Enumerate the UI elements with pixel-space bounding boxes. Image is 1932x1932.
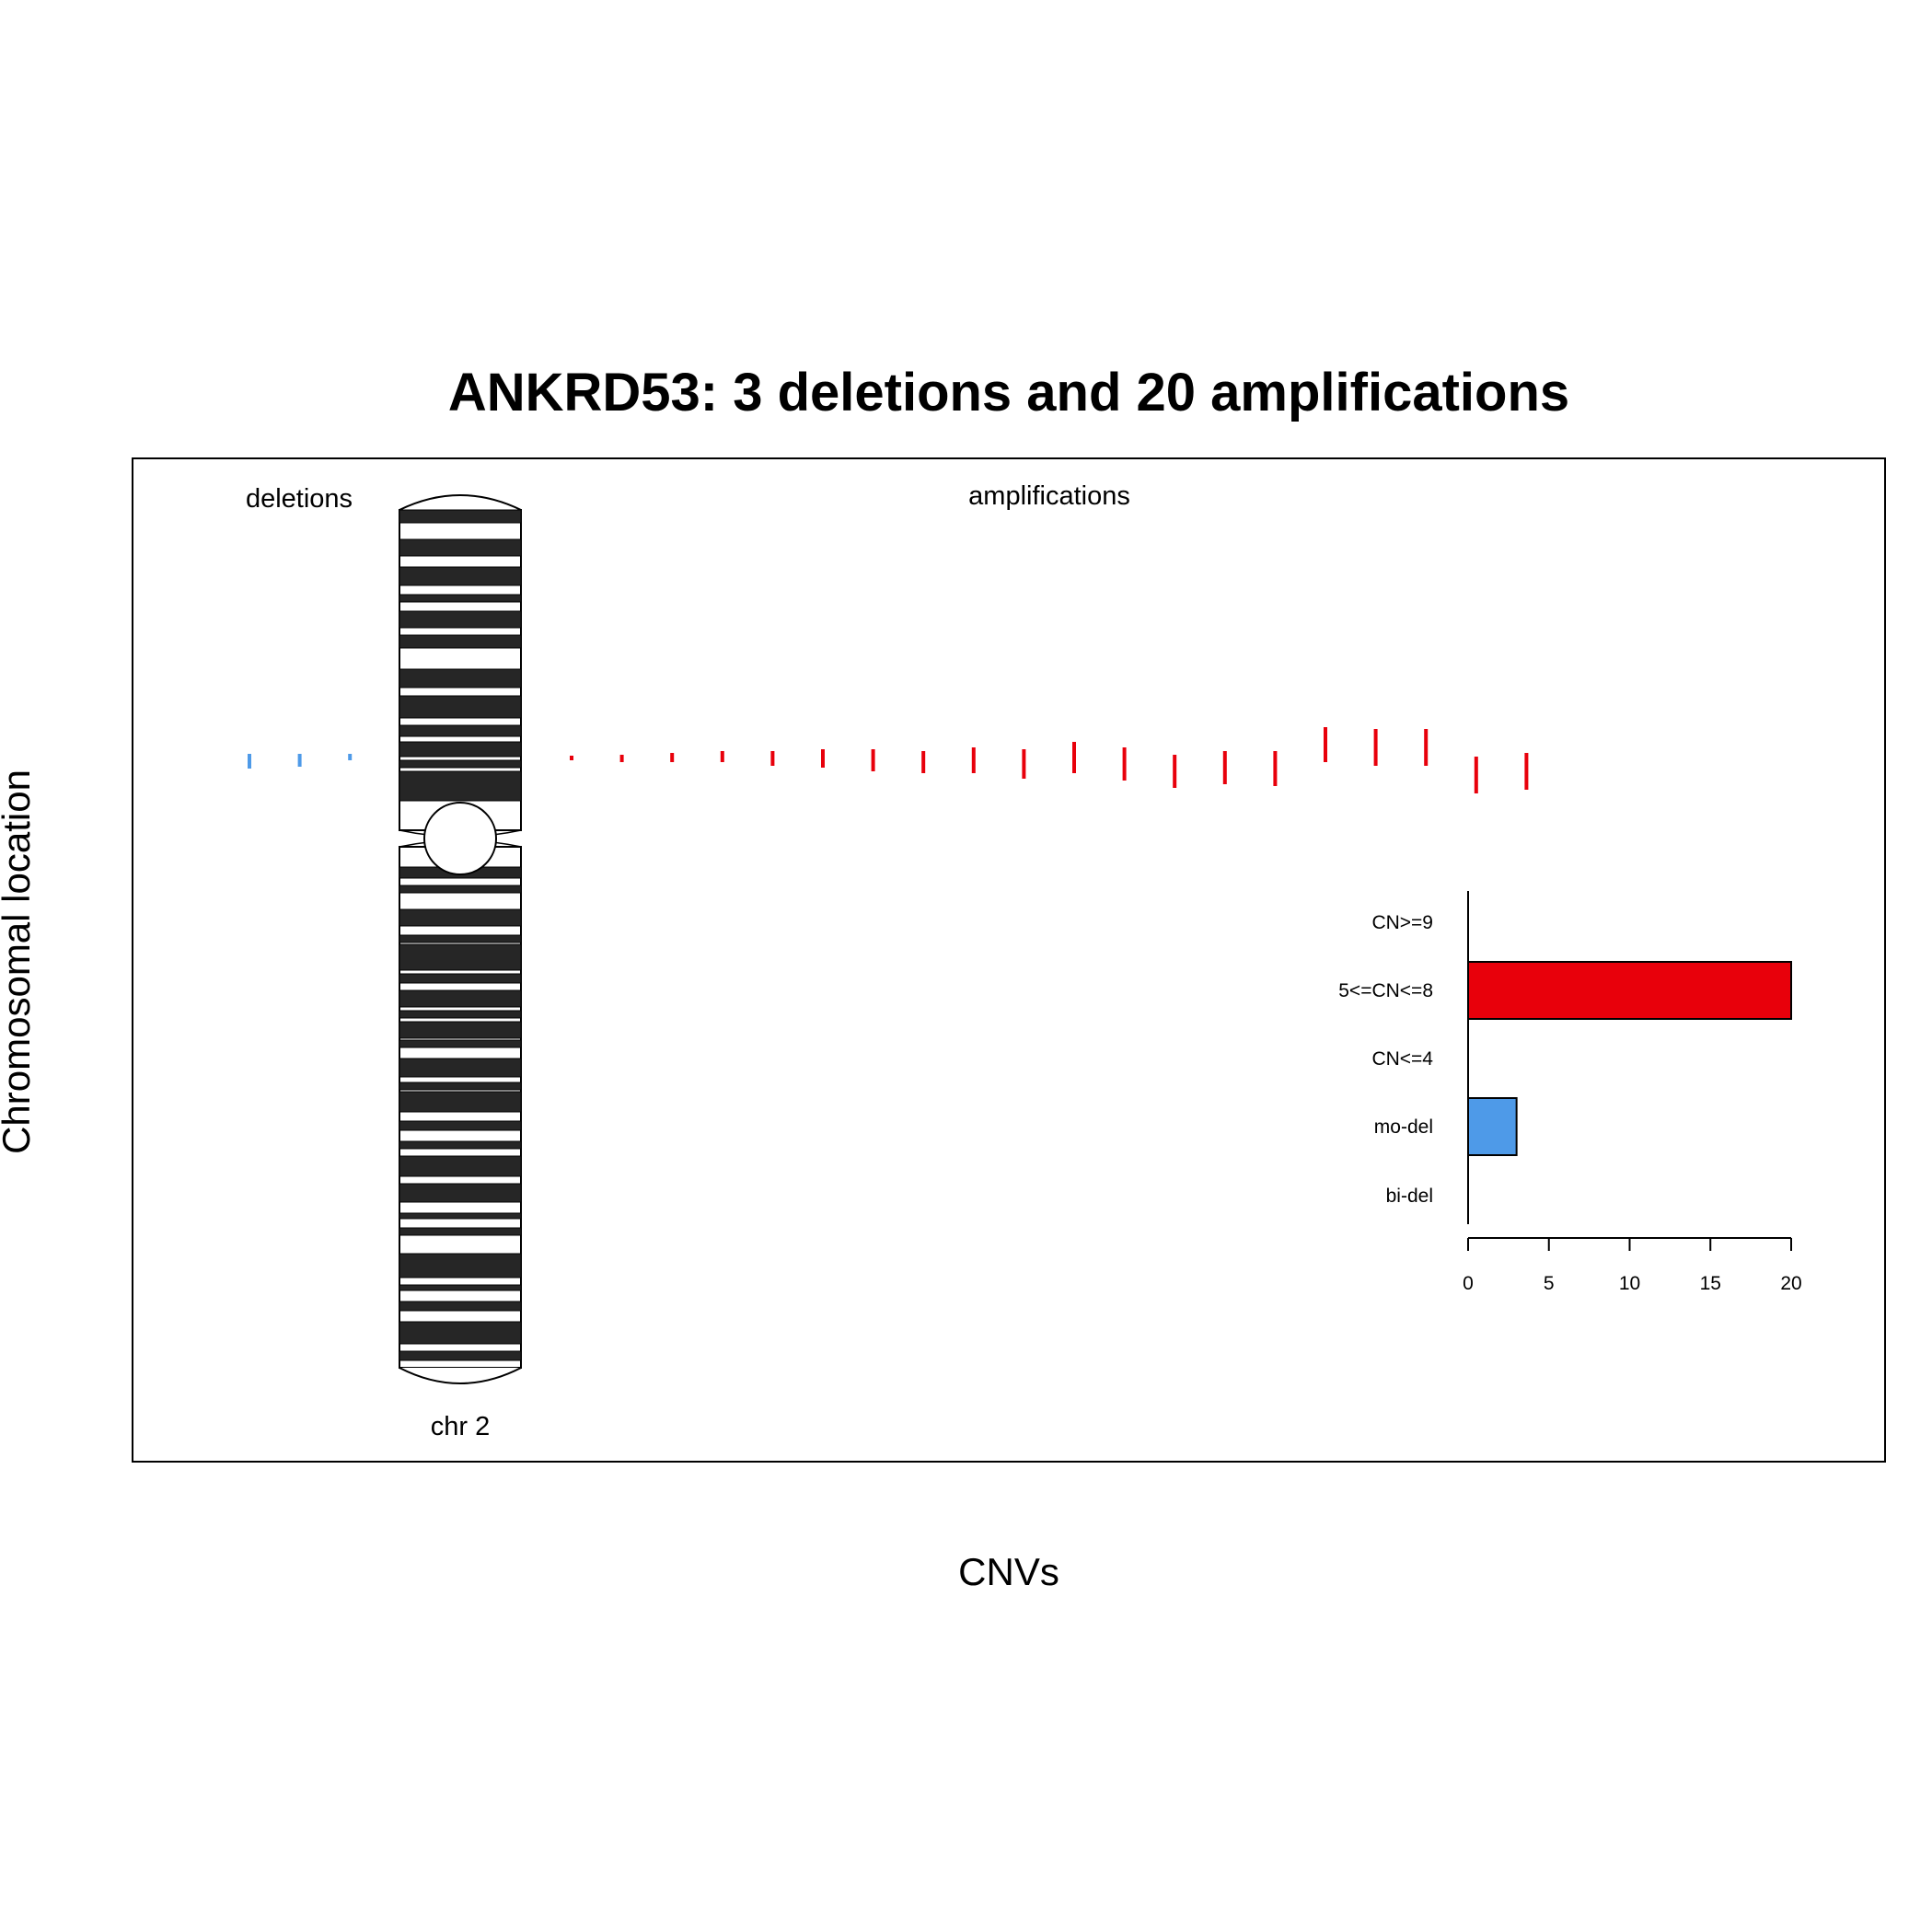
chromosome-band bbox=[399, 1227, 522, 1236]
chromosome-band bbox=[399, 1058, 522, 1078]
chromosome-band bbox=[399, 594, 522, 603]
chromosome-band bbox=[399, 1010, 522, 1019]
summary-category-label: CN>=9 bbox=[1371, 912, 1433, 933]
chromosome-band bbox=[399, 759, 522, 769]
chromosome-band bbox=[399, 1253, 522, 1278]
summary-category-label: bi-del bbox=[1386, 1186, 1433, 1207]
cnv-segments bbox=[248, 727, 1529, 793]
chromosome-band bbox=[399, 1155, 522, 1177]
chromosome-band bbox=[399, 943, 522, 971]
chromosome-bottom-cap bbox=[399, 1367, 522, 1384]
chromosome-band bbox=[399, 770, 522, 802]
chromosome-band bbox=[399, 1212, 522, 1220]
chromosome-band bbox=[399, 1039, 522, 1048]
y-axis-title: Chromosomal location bbox=[0, 769, 38, 1154]
chromosome-band bbox=[399, 1091, 522, 1113]
chromosome-band bbox=[399, 634, 522, 649]
chromosome-band bbox=[399, 509, 522, 524]
chromosome-band bbox=[399, 1284, 522, 1291]
chromosome-band bbox=[399, 989, 522, 1008]
chromosome-label: chr 2 bbox=[431, 1412, 490, 1441]
cnv-summary-barplot: CN>=9 5<=CN<=8 CN<=4 mo-del bi-del 0 5 10 15 20 bbox=[1338, 891, 1802, 1294]
chromosome-band bbox=[399, 566, 522, 586]
chromosome-band bbox=[399, 885, 522, 894]
chromosome-band bbox=[399, 908, 522, 927]
summary-category-label: 5<=CN<=8 bbox=[1338, 980, 1433, 1001]
chromosome-band bbox=[399, 1082, 522, 1091]
summary-category-label: mo-del bbox=[1374, 1116, 1433, 1138]
chromosome-band bbox=[399, 1021, 522, 1039]
chromosome-band bbox=[399, 695, 522, 719]
chromosome-band bbox=[399, 1183, 522, 1203]
chromosome-band bbox=[399, 1120, 522, 1131]
chart-title: ANKRD53: 3 deletions and 20 amplificatio… bbox=[448, 363, 1569, 422]
summary-x-tick-label: 15 bbox=[1700, 1273, 1721, 1294]
summary-bar bbox=[1467, 961, 1792, 1020]
plot-frame bbox=[132, 457, 1886, 1463]
summary-x-tick-label: 20 bbox=[1780, 1273, 1801, 1294]
chromosome-ideogram bbox=[399, 494, 522, 1384]
chromosome-band bbox=[399, 934, 522, 943]
x-axis-title: CNVs bbox=[958, 1550, 1059, 1593]
chromosome-band bbox=[399, 724, 522, 737]
chromosome-band bbox=[399, 1350, 522, 1361]
chromosome-band bbox=[399, 610, 522, 629]
chromosome-top-cap bbox=[399, 494, 522, 511]
chromosome-band bbox=[399, 741, 522, 758]
chromosome-band bbox=[399, 1301, 522, 1312]
summary-bar bbox=[1467, 1097, 1518, 1156]
summary-x-tick-label: 0 bbox=[1463, 1273, 1474, 1294]
chromosome-band bbox=[399, 1321, 522, 1345]
centromere bbox=[423, 802, 497, 875]
chromosome-band bbox=[399, 1140, 522, 1150]
summary-x-tick-label: 5 bbox=[1544, 1273, 1555, 1294]
summary-x-tick-label: 10 bbox=[1619, 1273, 1640, 1294]
amplifications-label: amplifications bbox=[968, 481, 1130, 511]
summary-category-label: CN<=4 bbox=[1371, 1048, 1433, 1070]
chromosome-band bbox=[399, 538, 522, 557]
deletions-label: deletions bbox=[246, 484, 353, 514]
chromosome-band bbox=[399, 668, 522, 688]
chromosome-band bbox=[399, 973, 522, 984]
